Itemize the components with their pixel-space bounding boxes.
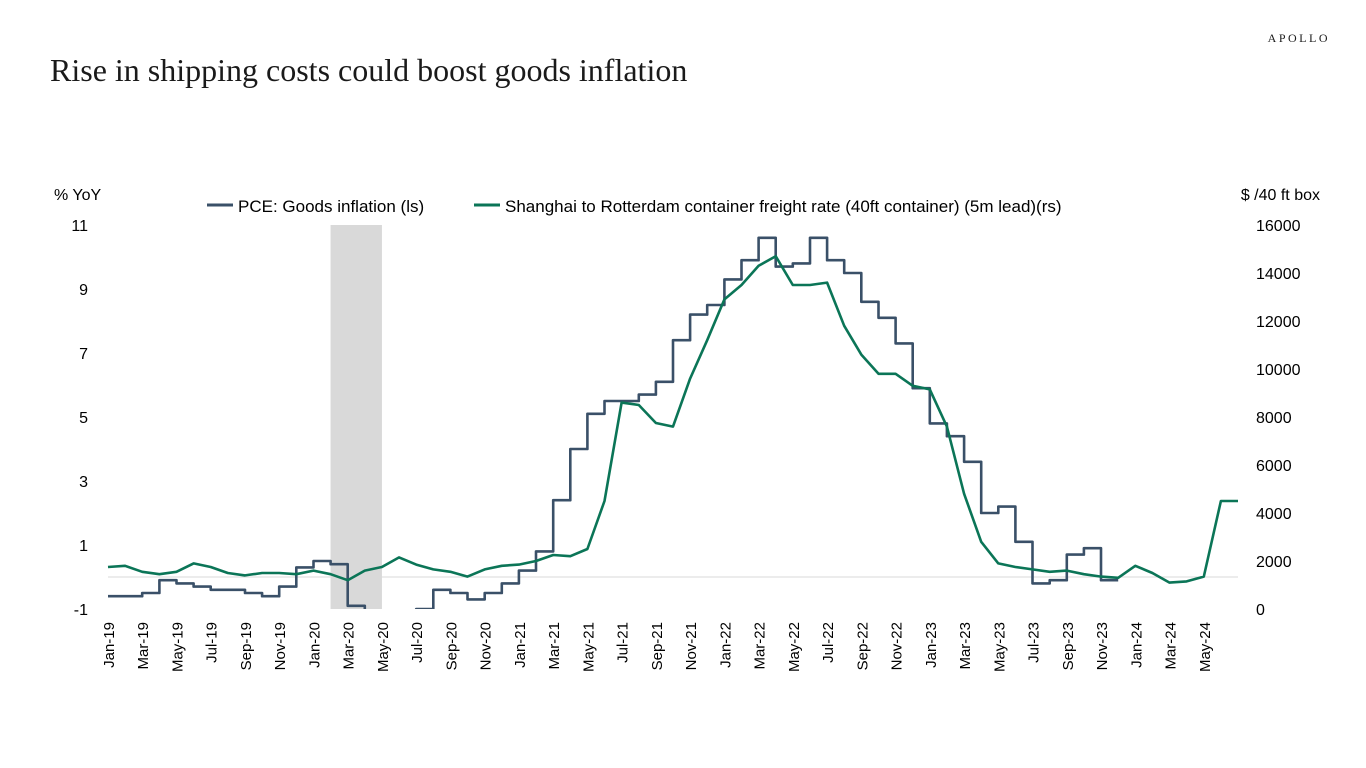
x-tick-label: Mar-19 — [135, 622, 152, 670]
x-tick-label: Nov-22 — [889, 622, 906, 670]
legend-label-pce: PCE: Goods inflation (ls) — [238, 197, 424, 216]
x-tick-label: Jan-21 — [512, 622, 529, 668]
right-axis: 0 2000 4000 6000 8000 10000 12000 14000 16000 — [1256, 218, 1301, 619]
x-tick-label: Nov-21 — [683, 622, 700, 670]
x-tick-label: Sep-20 — [443, 622, 460, 670]
series-line-pce — [108, 236, 1119, 609]
recession-shading — [330, 225, 382, 609]
x-tick-label: Jul-21 — [615, 622, 632, 663]
x-tick-label: Sep-22 — [854, 622, 871, 670]
x-tick-label: Jul-19 — [204, 622, 221, 663]
x-tick-label: May-24 — [1197, 622, 1214, 672]
x-tick-label: Mar-24 — [1163, 622, 1180, 670]
x-tick-label: Mar-20 — [341, 622, 358, 670]
left-axis: -1 1 3 5 7 9 11 — [71, 218, 88, 619]
x-tick-label: Nov-19 — [272, 622, 289, 670]
right-tick-label: 16000 — [1256, 218, 1301, 235]
legend: PCE: Goods inflation (ls) Shanghai to Ro… — [207, 197, 1062, 216]
x-tick-label: Sep-19 — [238, 622, 255, 670]
x-tick-label: Jan-24 — [1128, 622, 1145, 668]
x-tick-label: Mar-22 — [752, 622, 769, 670]
series-lines — [107, 236, 1238, 609]
right-tick-label: 10000 — [1256, 362, 1301, 379]
x-tick-label: Jul-20 — [409, 622, 426, 663]
right-tick-label: 14000 — [1256, 266, 1301, 283]
x-tick-label: Sep-21 — [649, 622, 666, 670]
right-tick-label: 6000 — [1256, 458, 1292, 475]
right-tick-label: 8000 — [1256, 410, 1292, 427]
left-tick-label: 1 — [79, 538, 88, 555]
x-tick-label: Nov-23 — [1094, 622, 1111, 670]
x-tick-label: Jul-22 — [820, 622, 837, 663]
right-tick-label: 2000 — [1256, 554, 1292, 571]
left-tick-label: 5 — [79, 410, 88, 427]
x-tick-label: Jan-20 — [306, 622, 323, 668]
x-tick-label: Jan-19 — [101, 622, 118, 668]
brand-logo: APOLLO — [1267, 31, 1330, 45]
x-tick-label: Jan-22 — [717, 622, 734, 668]
left-tick-label: -1 — [74, 602, 88, 619]
x-tick-label: Mar-21 — [546, 622, 563, 670]
x-tick-label: Jul-23 — [1026, 622, 1043, 663]
left-tick-label: 3 — [79, 474, 88, 491]
x-tick-label: May-23 — [991, 622, 1008, 672]
x-tick-label: May-21 — [580, 622, 597, 672]
left-axis-title: % YoY — [54, 187, 101, 204]
left-tick-label: 7 — [79, 346, 88, 363]
x-tick-label: May-22 — [786, 622, 803, 672]
right-axis-title: $ /40 ft box — [1241, 187, 1320, 204]
left-tick-label: 11 — [71, 218, 88, 235]
legend-label-freight: Shanghai to Rotterdam container freight … — [505, 197, 1062, 216]
x-tick-label: Jan-23 — [923, 622, 940, 668]
right-tick-label: 0 — [1256, 602, 1265, 619]
series-line-freight — [107, 254, 1238, 584]
x-tick-label: Nov-20 — [478, 622, 495, 670]
right-tick-label: 12000 — [1256, 314, 1301, 331]
left-tick-label: 9 — [79, 282, 88, 299]
right-tick-label: 4000 — [1256, 506, 1292, 523]
x-tick-label: May-19 — [169, 622, 186, 672]
page-title: Rise in shipping costs could boost goods… — [50, 52, 688, 88]
x-tick-label: May-20 — [375, 622, 392, 672]
x-tick-label: Sep-23 — [1060, 622, 1077, 670]
x-axis: Jan-19 Mar-19 May-19 Jul-19 Sep-19 Nov-19 Jan-… — [101, 622, 1214, 672]
x-tick-label: Mar-23 — [957, 622, 974, 670]
